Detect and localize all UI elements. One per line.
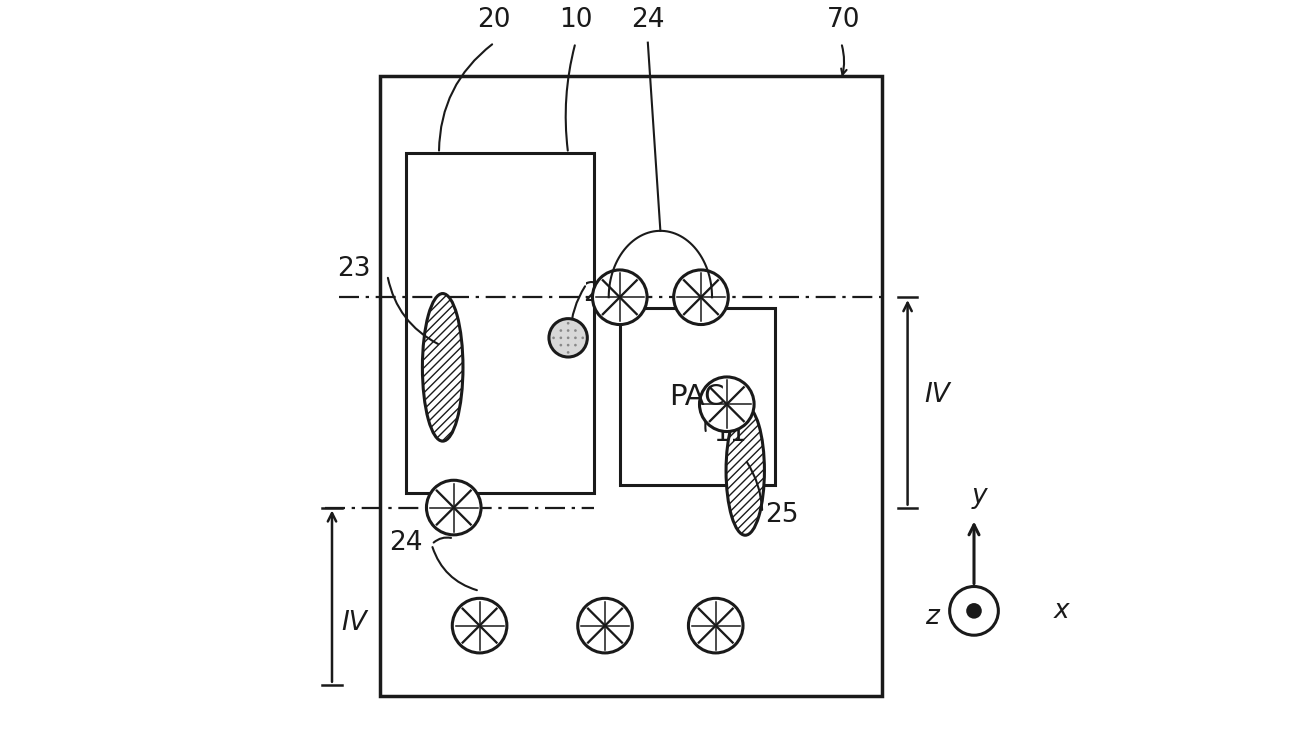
Text: x: x [1054,598,1070,624]
Bar [380,76,882,696]
Text: 20: 20 [478,7,511,33]
Text: z: z [925,604,939,630]
Circle shape [567,344,569,346]
Circle shape [575,337,577,339]
Text: 11: 11 [713,421,747,447]
Text: IV: IV [925,382,951,408]
Circle shape [674,270,729,325]
Ellipse shape [422,294,464,441]
Circle shape [575,329,577,332]
Text: 23: 23 [338,256,371,282]
Circle shape [567,322,569,325]
Circle shape [966,603,982,619]
Text: y: y [972,483,987,509]
Ellipse shape [726,406,764,535]
Bar [620,309,774,485]
Circle shape [577,599,632,653]
Circle shape [549,319,588,357]
Text: 24: 24 [389,530,423,556]
Circle shape [559,337,562,339]
Circle shape [452,599,507,653]
Circle shape [559,344,562,346]
Circle shape [581,337,584,339]
Circle shape [688,599,743,653]
Circle shape [567,329,569,332]
Circle shape [567,337,569,339]
Circle shape [552,337,555,339]
Circle shape [700,377,754,431]
Text: 70: 70 [827,7,861,33]
Circle shape [593,270,646,325]
Circle shape [567,351,569,354]
Text: 25: 25 [765,502,799,528]
Text: IV: IV [342,610,367,636]
Text: 24: 24 [631,7,665,33]
Circle shape [949,587,998,635]
Text: PAC: PAC [670,383,725,411]
Bar [406,153,594,493]
Text: 26: 26 [582,281,616,307]
Text: 10: 10 [559,7,592,33]
Circle shape [575,344,577,346]
Circle shape [427,480,481,535]
Circle shape [559,329,562,332]
